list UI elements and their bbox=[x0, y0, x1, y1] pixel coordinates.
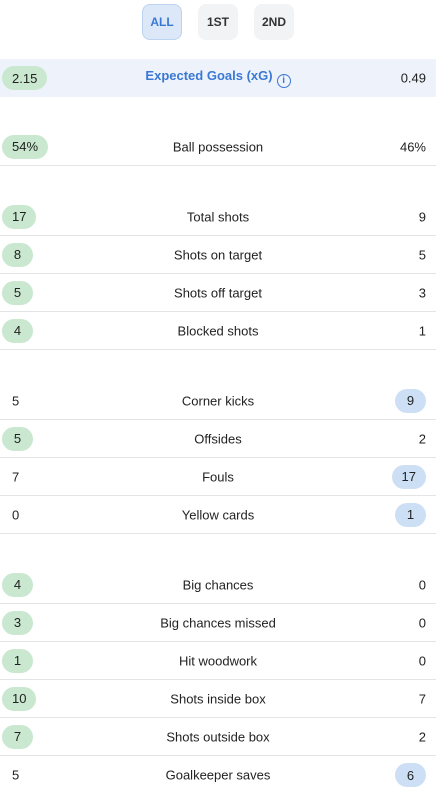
stat-label: Fouls bbox=[202, 469, 234, 484]
home-value: 17 bbox=[2, 204, 37, 229]
stat-row-big-chances: 4 Big chances 0 bbox=[0, 566, 436, 604]
away-value: 2 bbox=[418, 729, 426, 744]
stat-label: Total shots bbox=[186, 209, 250, 224]
period-tabs: ALL 1ST 2ND bbox=[0, 4, 436, 40]
stat-label: Shots off target bbox=[174, 285, 262, 300]
away-value: 0 bbox=[418, 615, 426, 630]
stat-row-xg: 2.15 Expected Goals (xG) i 0.49 bbox=[0, 59, 436, 97]
stat-label: Ball possession bbox=[172, 139, 264, 154]
stat-label: Hit woodwork bbox=[178, 653, 258, 668]
stat-label: Yellow cards bbox=[181, 507, 255, 522]
home-value: 3 bbox=[2, 610, 33, 635]
home-value: 2.15 bbox=[2, 66, 48, 90]
stat-row-blocked-shots: 4 Blocked shots 1 bbox=[0, 312, 436, 350]
stat-row-shots-outside-box: 7 Shots outside box 2 bbox=[0, 718, 436, 756]
info-icon[interactable]: i bbox=[276, 74, 291, 88]
away-value: 3 bbox=[418, 285, 426, 300]
stat-row-possession: 54% Ball possession 46% bbox=[0, 128, 436, 166]
home-value: 1 bbox=[2, 648, 33, 673]
home-value: 4 bbox=[2, 318, 33, 343]
away-value: 17 bbox=[391, 464, 426, 489]
stat-label: Shots inside box bbox=[170, 691, 266, 706]
home-value: 4 bbox=[2, 572, 33, 597]
home-value: 5 bbox=[12, 393, 20, 408]
home-value: 8 bbox=[2, 242, 33, 267]
away-value: 46% bbox=[399, 139, 426, 154]
stat-row-offsides: 5 Offsides 2 bbox=[0, 420, 436, 458]
home-value: 54% bbox=[2, 134, 49, 159]
home-value: 10 bbox=[2, 686, 37, 711]
stat-row-hit-woodwork: 1 Hit woodwork 0 bbox=[0, 642, 436, 680]
stat-row-fouls: 7 Fouls 17 bbox=[0, 458, 436, 496]
away-value: 0 bbox=[418, 577, 426, 592]
away-value: 7 bbox=[418, 691, 426, 706]
stat-row-goalkeeper-saves: 5 Goalkeeper saves 6 bbox=[0, 756, 436, 794]
away-value: 1 bbox=[395, 502, 426, 527]
stat-label: Shots on target bbox=[173, 247, 263, 262]
away-value: 9 bbox=[395, 388, 426, 413]
tab-2nd[interactable]: 2ND bbox=[254, 4, 294, 40]
away-value: 1 bbox=[418, 323, 426, 338]
stat-row-yellow-cards: 0 Yellow cards 1 bbox=[0, 496, 436, 534]
stat-label: Big chances missed bbox=[160, 615, 276, 630]
away-value: 2 bbox=[418, 431, 426, 446]
home-value: 7 bbox=[12, 469, 20, 484]
stat-label: Big chances bbox=[182, 577, 254, 592]
stat-row-total-shots: 17 Total shots 9 bbox=[0, 198, 436, 236]
home-value: 5 bbox=[12, 767, 20, 783]
home-value: 5 bbox=[2, 280, 33, 305]
stat-row-shots-on-target: 8 Shots on target 5 bbox=[0, 236, 436, 274]
stat-row-big-chances-missed: 3 Big chances missed 0 bbox=[0, 604, 436, 642]
stat-label: Offsides bbox=[194, 431, 242, 446]
away-value: 6 bbox=[395, 763, 426, 787]
stat-row-shots-off-target: 5 Shots off target 3 bbox=[0, 274, 436, 312]
stat-label: Shots outside box bbox=[166, 729, 270, 744]
home-value: 7 bbox=[2, 724, 33, 749]
home-value: 5 bbox=[2, 426, 33, 451]
stat-label: Corner kicks bbox=[181, 393, 255, 408]
away-value: 0.49 bbox=[400, 70, 426, 86]
stat-row-corner-kicks: 5 Corner kicks 9 bbox=[0, 382, 436, 420]
tab-1st[interactable]: 1ST bbox=[198, 4, 238, 40]
tab-all[interactable]: ALL bbox=[142, 4, 182, 40]
away-value: 9 bbox=[418, 209, 426, 224]
stat-label: Goalkeeper saves bbox=[165, 767, 271, 783]
away-value: 0 bbox=[418, 653, 426, 668]
xg-label: Expected Goals (xG) bbox=[145, 68, 273, 83]
stat-label: Expected Goals (xG) i bbox=[0, 68, 436, 88]
stat-row-shots-inside-box: 10 Shots inside box 7 bbox=[0, 680, 436, 718]
home-value: 0 bbox=[12, 507, 20, 522]
stat-label: Blocked shots bbox=[177, 323, 259, 338]
away-value: 5 bbox=[418, 247, 426, 262]
